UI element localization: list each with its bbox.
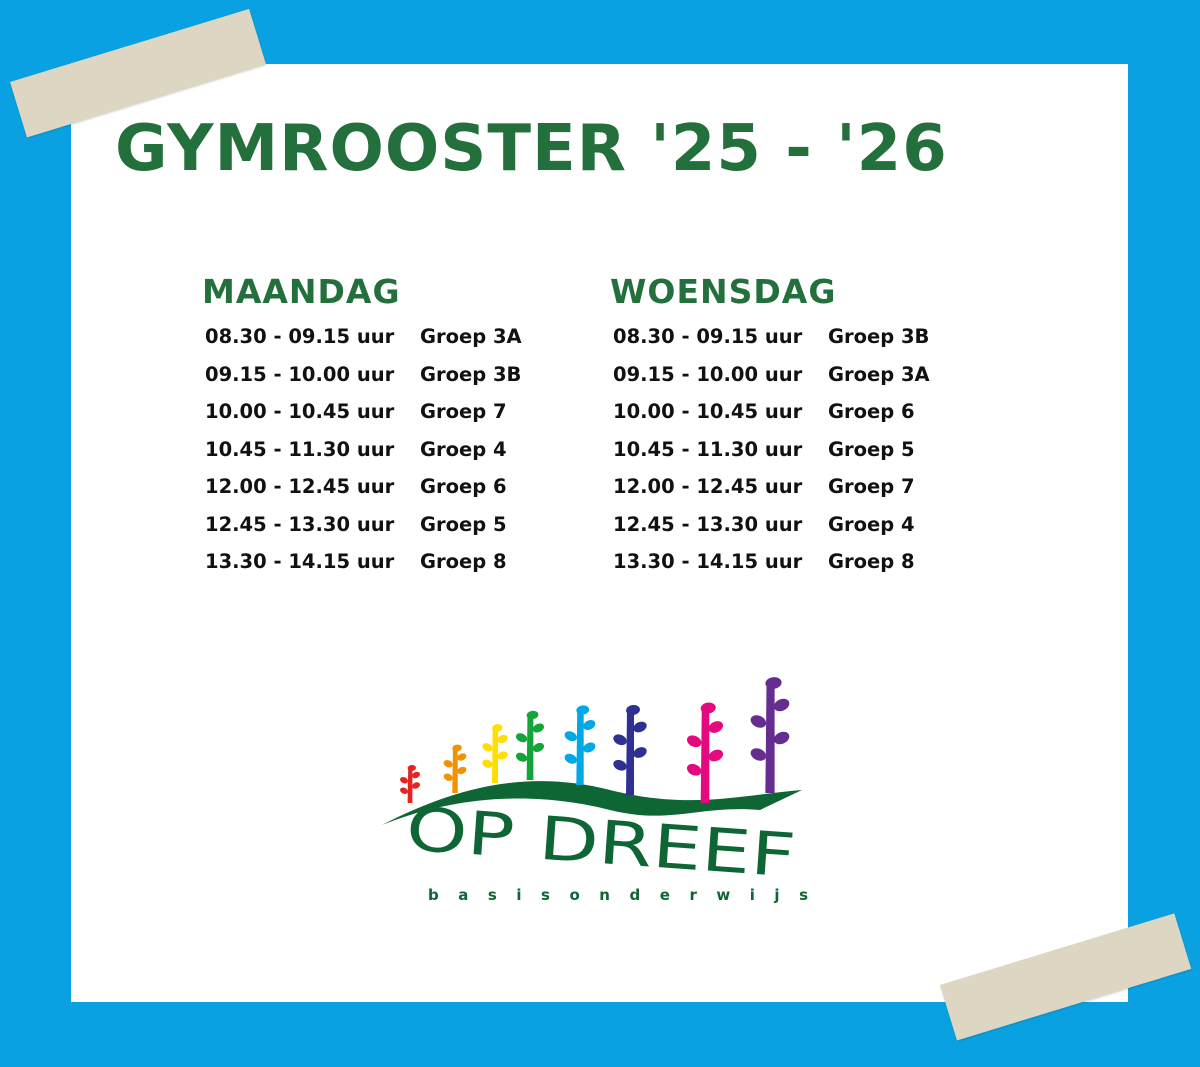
time-slot: 09.15 - 10.00 uur — [205, 362, 395, 386]
time-slot: 10.45 - 11.30 uur — [205, 437, 395, 461]
op-dreef-logo: OP DREEF basisonderwijs — [382, 677, 808, 904]
group-name: Groep 3A — [828, 362, 930, 386]
schedule-row: 09.15 - 10.00 uur Groep 3B — [205, 363, 522, 401]
schedule-row: 12.45 - 13.30 uur Groep 5 — [205, 513, 522, 551]
time-slot: 12.00 - 12.45 uur — [613, 475, 803, 498]
time-slot: 09.15 - 10.00 uur — [613, 362, 803, 386]
group-name: Groep 4 — [828, 512, 915, 536]
day-column-monday: MAANDAG 08.30 - 09.15 uur Groep 3A 09.15 -… — [202, 272, 522, 588]
group-name: Groep 5 — [828, 437, 915, 461]
tree-icon — [750, 677, 790, 793]
schedule-row: 10.00 - 10.45 uur Groep 6 — [613, 400, 930, 438]
schedule-row: 10.00 - 10.45 uur Groep 7 — [205, 400, 522, 438]
schedule-row: 12.00 - 12.45 uur Groep 7 — [613, 475, 930, 513]
group-name: Groep 7 — [828, 475, 915, 498]
tree-icon — [515, 710, 545, 780]
schedule-row: 08.30 - 09.15 uur Groep 3B — [613, 325, 930, 363]
group-name: Groep 7 — [420, 400, 507, 423]
group-name: Groep 3B — [828, 325, 930, 348]
group-name: Groep 8 — [828, 550, 915, 573]
group-name: Groep 3A — [420, 325, 522, 348]
schedule-row: 10.45 - 11.30 uur Groep 5 — [613, 438, 930, 476]
day-heading: MAANDAG — [202, 272, 401, 311]
schedule-row: 12.00 - 12.45 uur Groep 6 — [205, 475, 522, 513]
poster-card — [71, 64, 1128, 1002]
schedule-row: 13.30 - 14.15 uur Groep 8 — [205, 550, 522, 588]
time-slot: 12.45 - 13.30 uur — [205, 512, 395, 536]
time-slot: 12.00 - 12.45 uur — [205, 475, 395, 498]
logo-subtitle: basisonderwijs — [428, 886, 808, 904]
tree-icon — [686, 702, 724, 803]
group-name: Groep 8 — [420, 550, 507, 573]
time-slot: 10.00 - 10.45 uur — [205, 400, 395, 423]
day-column-wednesday: WOENSDAG 08.30 - 09.15 uur Groep 3B 09.15 … — [610, 272, 930, 588]
group-name: Groep 6 — [828, 400, 915, 423]
schedule-row: 12.45 - 13.30 uur Groep 4 — [613, 513, 930, 551]
schedule-row: 09.15 - 10.00 uur Groep 3A — [613, 363, 930, 401]
tree-icon — [564, 705, 596, 785]
tree-icon — [482, 724, 508, 783]
group-name: Groep 6 — [420, 475, 507, 498]
time-slot: 13.30 - 14.15 uur — [613, 550, 803, 573]
schedule-row: 08.30 - 09.15 uur Groep 3A — [205, 325, 522, 363]
time-slot: 13.30 - 14.15 uur — [205, 550, 395, 573]
time-slot: 10.45 - 11.30 uur — [613, 437, 803, 461]
tree-icon — [399, 764, 421, 803]
page-title: GYMROOSTER '25 - '26 — [115, 112, 948, 186]
logo-wave — [382, 781, 802, 825]
time-slot: 08.30 - 09.15 uur — [205, 325, 395, 348]
group-name: Groep 5 — [420, 512, 507, 536]
group-name: Groep 3B — [420, 362, 522, 386]
tree-icon — [443, 744, 467, 793]
time-slot: 12.45 - 13.30 uur — [613, 512, 803, 536]
time-slot: 08.30 - 09.15 uur — [613, 325, 803, 348]
schedule-row: 13.30 - 14.15 uur Groep 8 — [613, 550, 930, 588]
time-slot: 10.00 - 10.45 uur — [613, 400, 803, 423]
day-heading: WOENSDAG — [610, 272, 837, 311]
group-name: Groep 4 — [420, 437, 507, 461]
tree-icon — [613, 704, 647, 795]
schedule-row: 10.45 - 11.30 uur Groep 4 — [205, 438, 522, 476]
